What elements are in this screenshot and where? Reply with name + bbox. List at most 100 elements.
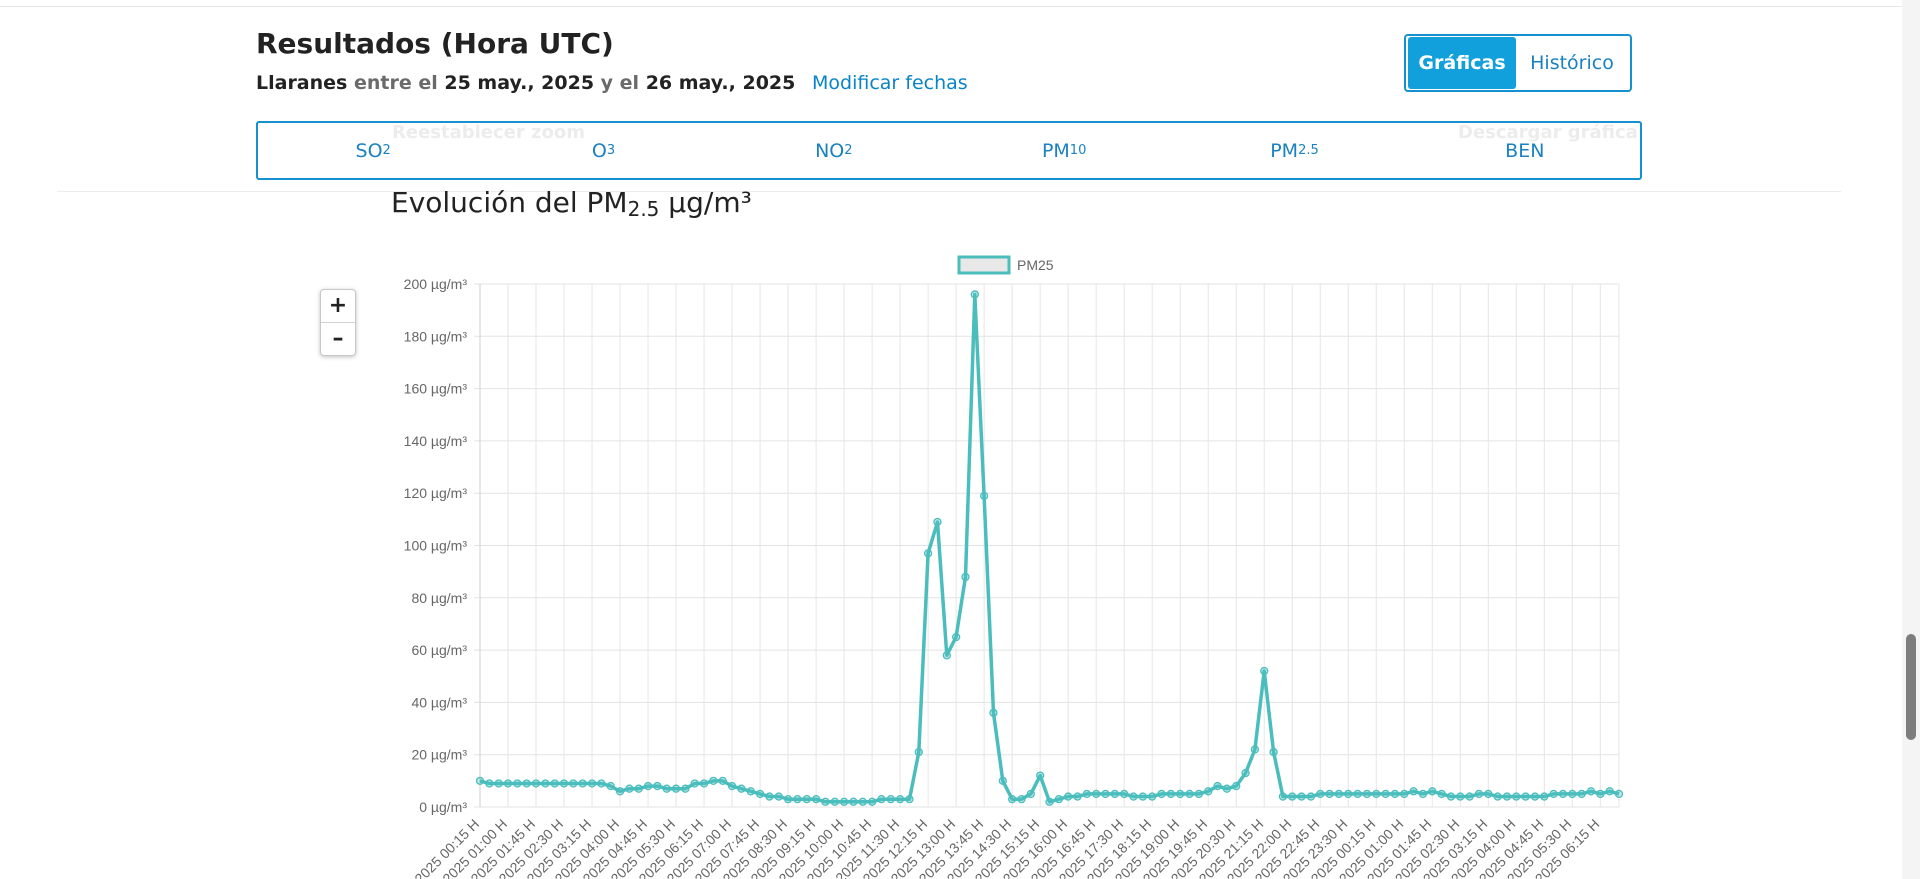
data-point [895, 795, 905, 804]
y-tick-label: 0 µg/m³ [419, 799, 467, 815]
tab-so2-label: SO [355, 139, 383, 162]
tab-so2-sub: 2 [382, 143, 391, 158]
data-point [774, 792, 783, 801]
data-point [1409, 787, 1418, 796]
date-from: 25 may., 2025 [444, 72, 595, 94]
data-point [1586, 787, 1596, 796]
tab-ben[interactable]: BEN [1410, 123, 1640, 178]
y-tick-label: 40 µg/m³ [411, 694, 467, 710]
charts-button[interactable]: Gráficas [1408, 37, 1516, 89]
data-point [709, 776, 718, 785]
scrollbar-thumb[interactable] [1906, 634, 1916, 740]
data-point [634, 784, 643, 793]
data-point [1241, 768, 1250, 778]
y-tick-label: 120 µg/m³ [404, 485, 468, 501]
data-point [970, 290, 979, 299]
data-point [681, 784, 690, 793]
data-point [1568, 789, 1577, 799]
y-tick-label: 140 µg/m³ [404, 433, 468, 449]
data-point [1577, 789, 1586, 799]
data-point [1082, 789, 1091, 799]
data-point [1456, 792, 1465, 801]
data-point [1540, 792, 1549, 801]
data-point [1138, 792, 1148, 801]
data-point [1325, 789, 1334, 799]
tab-pm25[interactable]: PM 2.5 [1179, 123, 1409, 178]
data-point [755, 789, 765, 799]
tab-ben-label: BEN [1505, 139, 1545, 162]
zoom-in-button[interactable]: + [328, 293, 348, 318]
data-point [867, 797, 877, 806]
data-point [718, 776, 727, 785]
view-toggle: Gráficas Histórico [1404, 34, 1632, 92]
data-point [1017, 795, 1026, 804]
tab-pm10-label: PM [1041, 139, 1070, 162]
data-point [1213, 781, 1222, 791]
data-point [513, 779, 522, 788]
data-point [643, 781, 653, 791]
history-button[interactable]: Histórico [1530, 52, 1614, 74]
data-point [802, 795, 811, 804]
data-point [1129, 792, 1138, 801]
data-point [1101, 789, 1110, 799]
tab-so2[interactable]: SO 2 [258, 123, 488, 178]
legend-label: PM25 [1017, 257, 1054, 273]
data-point [923, 549, 933, 558]
data-point [1521, 792, 1530, 801]
y-tick-label: 20 µg/m³ [411, 747, 467, 763]
data-point [1334, 789, 1344, 799]
data-point [1120, 789, 1129, 799]
zoom-control: + – [320, 289, 356, 356]
download-chart-button[interactable]: Descargar gráfica [1458, 122, 1638, 143]
data-point [886, 795, 895, 804]
data-point [961, 572, 970, 582]
data-point [1176, 789, 1185, 799]
data-point [1418, 789, 1428, 799]
y-tick-label: 60 µg/m³ [411, 642, 467, 658]
y-tick-label: 180 µg/m³ [404, 328, 468, 344]
tab-pm10[interactable]: PM 10 [949, 123, 1179, 178]
data-point [699, 779, 709, 788]
data-point [1008, 795, 1017, 804]
data-point [914, 747, 923, 757]
data-point [1092, 789, 1101, 799]
data-point [1222, 784, 1232, 793]
data-point [830, 797, 839, 806]
data-point [1232, 781, 1241, 791]
data-point [1465, 792, 1474, 801]
data-point [793, 795, 802, 804]
data-point [1250, 745, 1260, 754]
data-point [1614, 789, 1624, 799]
data-point [905, 795, 914, 804]
data-point [1054, 795, 1063, 804]
scrollbar[interactable] [1902, 0, 1920, 879]
data-point [662, 784, 671, 793]
reset-zoom-button[interactable]: Reestablecer zoom [392, 122, 585, 143]
data-point [1316, 789, 1325, 799]
data-point [475, 776, 485, 785]
data-point [849, 797, 858, 806]
data-point [1493, 792, 1502, 801]
tab-no2[interactable]: NO 2 [719, 123, 949, 178]
zoom-out-button[interactable]: – [321, 322, 355, 355]
data-point [1204, 787, 1213, 796]
data-point [671, 784, 681, 793]
results-header: Resultados (Hora UTC) Llaranes entre el … [256, 24, 968, 94]
data-point [839, 797, 849, 806]
data-point [765, 792, 774, 801]
data-point [1530, 792, 1540, 801]
data-point [550, 779, 559, 788]
data-point [1269, 747, 1278, 757]
pm25-series-line [479, 292, 1620, 804]
data-point [811, 795, 821, 804]
chart-title-sub: 2.5 [627, 197, 660, 221]
page-title: Resultados (Hora UTC) [256, 27, 614, 60]
data-point [1549, 789, 1558, 799]
modify-dates-link[interactable]: Modificar fechas [812, 72, 968, 94]
chart-title-unit: µg/m³ [659, 186, 752, 219]
data-point [1157, 789, 1166, 799]
data-point [1502, 792, 1512, 801]
tab-no2-label: NO [815, 139, 845, 162]
